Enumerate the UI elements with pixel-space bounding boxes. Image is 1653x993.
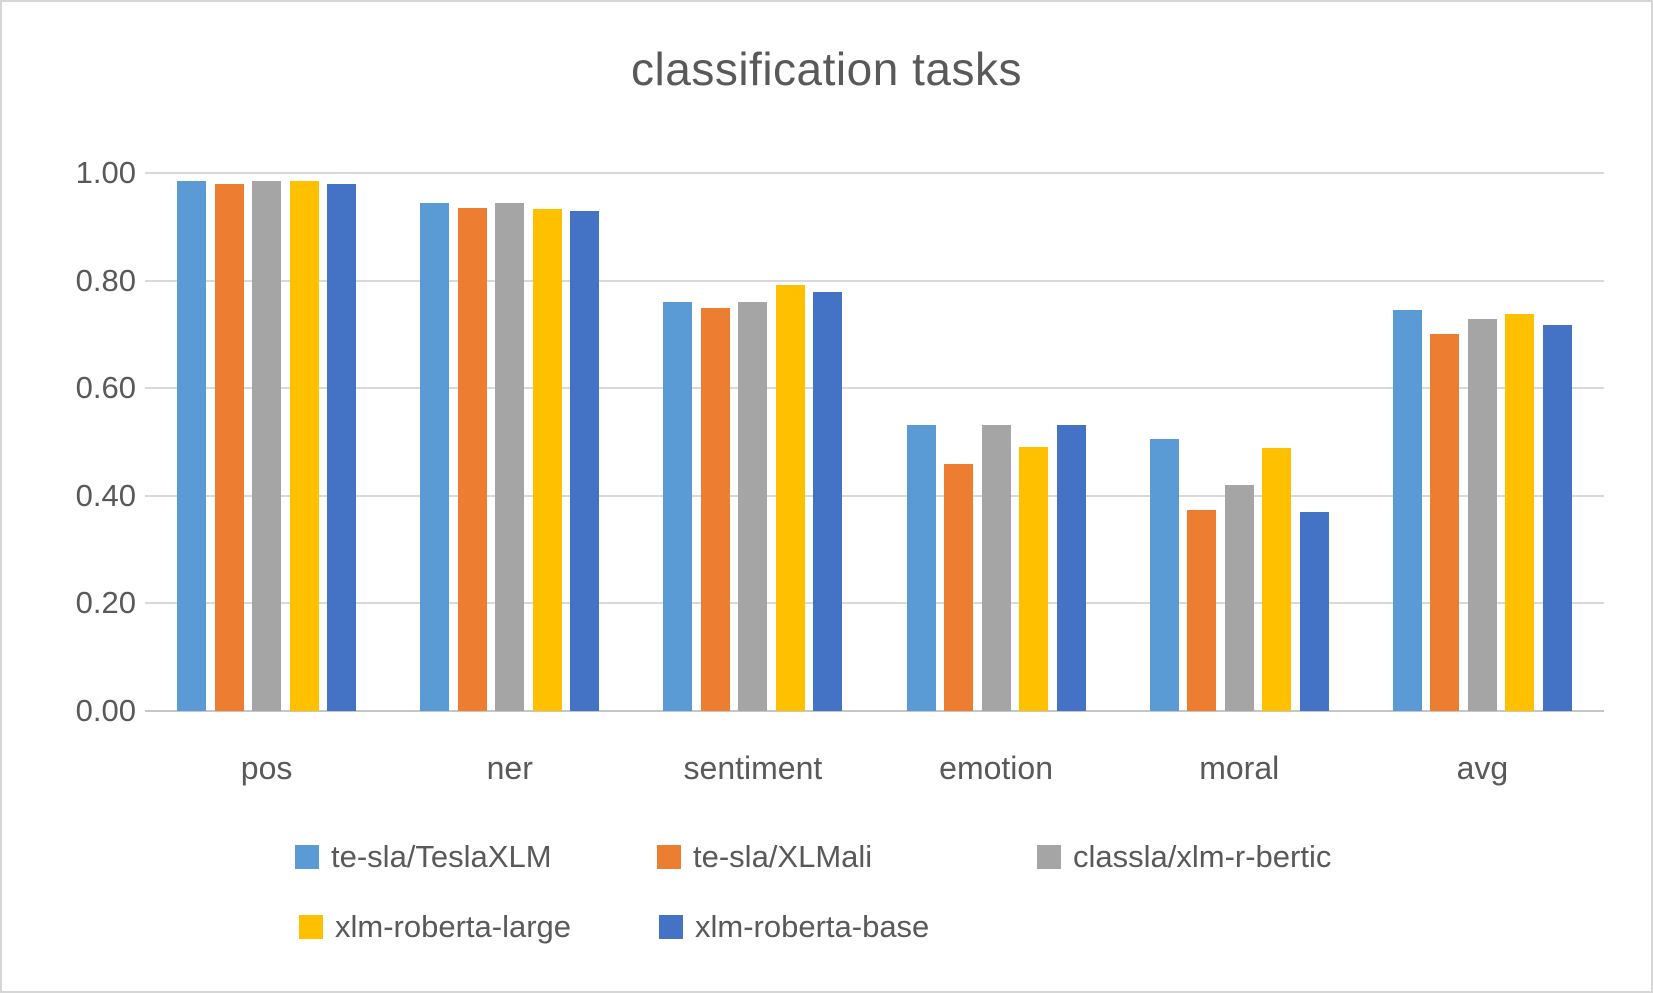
bar bbox=[1187, 510, 1217, 711]
legend-label: te-sla/TeslaXLM bbox=[331, 839, 552, 874]
bar bbox=[1056, 425, 1086, 711]
gridline bbox=[145, 279, 1604, 282]
legend-item: classla/xlm-r-bertic bbox=[1037, 834, 1331, 880]
bar bbox=[1224, 484, 1254, 711]
bar bbox=[663, 301, 693, 711]
bar bbox=[420, 202, 450, 711]
y-tick-label: 0.20 bbox=[75, 585, 136, 621]
y-tick-label: 0.40 bbox=[75, 477, 136, 513]
x-category-label: pos bbox=[240, 750, 293, 786]
bar bbox=[944, 463, 974, 711]
bar bbox=[906, 425, 936, 711]
bar bbox=[738, 301, 768, 711]
y-tick-label: 0.80 bbox=[75, 262, 136, 298]
legend-item: xlm-roberta-base bbox=[659, 904, 929, 950]
legend-swatch bbox=[295, 845, 319, 869]
bar bbox=[1430, 334, 1460, 711]
y-tick-label: 1.00 bbox=[75, 155, 136, 190]
bar bbox=[1505, 313, 1535, 711]
legend-item: xlm-roberta-large bbox=[299, 904, 571, 950]
bar bbox=[813, 291, 843, 711]
y-tick-label: 0.00 bbox=[75, 693, 136, 728]
bar bbox=[532, 209, 562, 711]
legend-label: te-sla/XLMali bbox=[693, 839, 873, 874]
y-tick-label: 0.60 bbox=[75, 370, 136, 406]
bar bbox=[289, 181, 319, 711]
x-category-label: moral bbox=[1199, 750, 1280, 786]
bar bbox=[495, 202, 525, 711]
bar bbox=[981, 425, 1011, 711]
bar bbox=[1262, 447, 1292, 711]
x-category-label: ner bbox=[486, 750, 533, 786]
legend-swatch bbox=[299, 915, 323, 939]
legend-label: xlm-roberta-base bbox=[695, 909, 930, 944]
chart-title: classification tasks bbox=[631, 43, 1022, 95]
legend-label: xlm-roberta-large bbox=[335, 909, 572, 944]
bar bbox=[1019, 447, 1049, 711]
bar bbox=[252, 181, 282, 711]
bar bbox=[1299, 511, 1329, 711]
bar bbox=[327, 183, 357, 711]
gridline bbox=[145, 494, 1604, 497]
bar bbox=[457, 207, 487, 711]
legend-swatch bbox=[1037, 845, 1061, 869]
bar bbox=[1467, 318, 1497, 711]
legend-item: te-sla/TeslaXLM bbox=[295, 834, 552, 880]
bar bbox=[570, 210, 600, 711]
bar bbox=[177, 181, 207, 711]
bar bbox=[1392, 310, 1422, 711]
legend-swatch bbox=[659, 915, 683, 939]
bar bbox=[1149, 439, 1179, 711]
bar bbox=[1542, 324, 1572, 711]
x-category-label: emotion bbox=[939, 750, 1053, 786]
bar bbox=[700, 307, 730, 711]
gridline bbox=[145, 602, 1604, 605]
x-category-label: avg bbox=[1456, 750, 1509, 786]
gridline bbox=[145, 387, 1604, 390]
legend-item: te-sla/XLMali bbox=[657, 834, 872, 880]
bar bbox=[214, 183, 244, 711]
gridline bbox=[145, 172, 1604, 174]
legend-label: classla/xlm-r-bertic bbox=[1073, 839, 1332, 874]
legend-swatch bbox=[657, 845, 681, 869]
x-category-label: sentiment bbox=[683, 750, 823, 786]
x-axis-line bbox=[145, 710, 1604, 712]
bar bbox=[775, 285, 805, 711]
